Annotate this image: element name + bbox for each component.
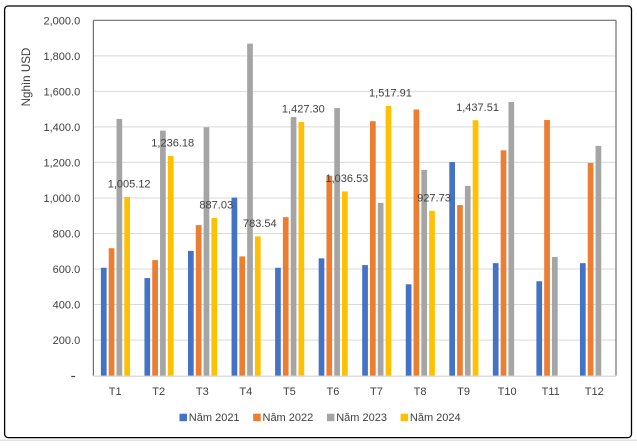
- svg-text:1,800.0: 1,800.0: [43, 51, 80, 63]
- svg-text:887.03: 887.03: [199, 200, 233, 212]
- svg-text:1,036.53: 1,036.53: [325, 173, 368, 185]
- svg-text:2,000.0: 2,000.0: [43, 15, 80, 27]
- svg-text:1,236.18: 1,236.18: [151, 138, 194, 150]
- svg-text:T1: T1: [109, 386, 122, 398]
- svg-text:T7: T7: [370, 386, 383, 398]
- svg-text:T12: T12: [585, 386, 604, 398]
- svg-text:600.0: 600.0: [53, 264, 81, 276]
- svg-text:Năm 2023: Năm 2023: [336, 412, 387, 424]
- svg-text:T11: T11: [542, 386, 560, 398]
- svg-text:T10: T10: [498, 386, 517, 398]
- svg-text:Năm 2021: Năm 2021: [189, 412, 240, 424]
- svg-text:T8: T8: [414, 386, 427, 398]
- svg-text:400.0: 400.0: [53, 300, 81, 312]
- svg-text:Năm 2024: Năm 2024: [410, 412, 461, 424]
- svg-text:Nghìn USD: Nghìn USD: [20, 48, 33, 107]
- svg-text:Năm 2022: Năm 2022: [263, 412, 314, 424]
- svg-text:1,400.0: 1,400.0: [43, 122, 80, 134]
- svg-text:1,600.0: 1,600.0: [43, 86, 80, 98]
- svg-text:1,005.12: 1,005.12: [108, 179, 151, 191]
- svg-text:1,427.30: 1,427.30: [282, 104, 325, 116]
- svg-text:T5: T5: [283, 386, 296, 398]
- svg-text:T2: T2: [152, 386, 165, 398]
- svg-text:800.0: 800.0: [53, 228, 81, 240]
- svg-text:T4: T4: [239, 386, 252, 398]
- svg-text:1,437.51: 1,437.51: [456, 102, 499, 114]
- svg-text:T3: T3: [196, 386, 209, 398]
- svg-text:1,517.91: 1,517.91: [369, 88, 412, 100]
- svg-text:1,000.0: 1,000.0: [43, 193, 80, 205]
- svg-text:T6: T6: [327, 386, 340, 398]
- svg-text:927.73: 927.73: [417, 192, 451, 204]
- svg-text:T9: T9: [457, 386, 470, 398]
- svg-text:200.0: 200.0: [53, 335, 81, 347]
- svg-text:1,200.0: 1,200.0: [43, 157, 80, 169]
- svg-text:783.54: 783.54: [243, 218, 277, 230]
